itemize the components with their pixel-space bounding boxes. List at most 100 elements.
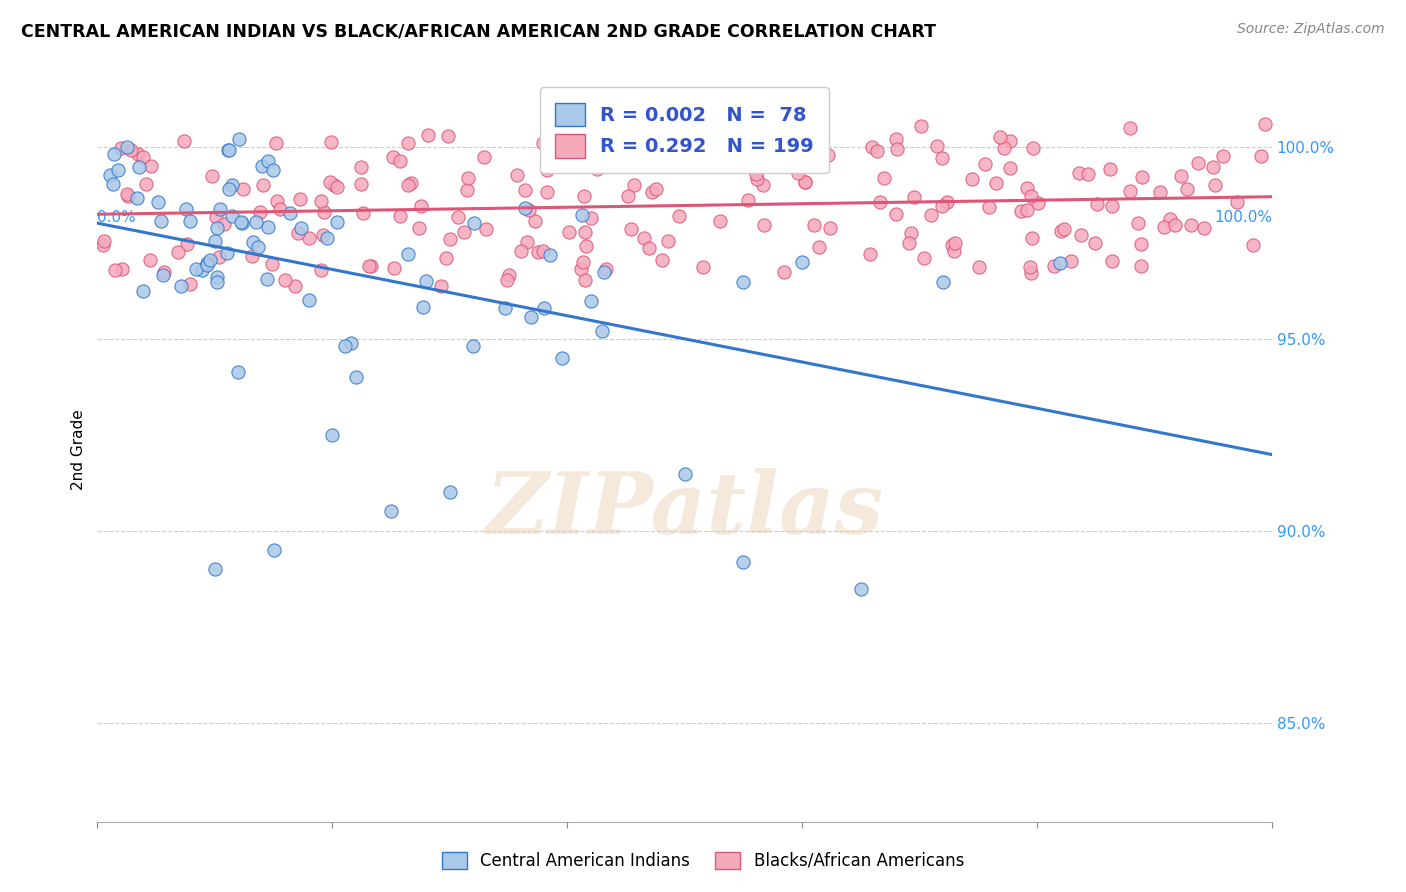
Point [591, 324, 613, 338]
Point [380, 504, 402, 518]
Point [245, 215, 267, 229]
Point [1084, 236, 1107, 251]
Point [571, 130, 593, 145]
Point [869, 195, 891, 210]
Point [204, 235, 226, 249]
Point [260, 257, 283, 271]
Point [127, 147, 149, 161]
Text: 0.0%: 0.0% [97, 210, 136, 225]
Point [352, 206, 374, 220]
Point [595, 261, 617, 276]
Point [1118, 184, 1140, 198]
Point [1192, 221, 1215, 235]
Point [298, 231, 321, 245]
Point [682, 128, 704, 142]
Point [516, 235, 538, 249]
Point [217, 246, 239, 260]
Point [101, 177, 124, 191]
Point [496, 272, 519, 286]
Point [523, 214, 546, 228]
Point [208, 250, 231, 264]
Point [579, 293, 602, 308]
Point [266, 194, 288, 208]
Point [408, 221, 430, 235]
Point [1049, 224, 1071, 238]
Point [152, 268, 174, 282]
Point [1017, 202, 1039, 217]
Point [409, 198, 432, 212]
Point [256, 271, 278, 285]
Point [974, 157, 997, 171]
Point [439, 232, 461, 246]
Point [1130, 169, 1153, 184]
Point [1022, 141, 1045, 155]
Point [184, 261, 207, 276]
Point [572, 188, 595, 202]
Point [104, 262, 127, 277]
Point [818, 220, 841, 235]
Point [463, 216, 485, 230]
Point [1202, 160, 1225, 174]
Point [398, 136, 420, 150]
Point [326, 179, 349, 194]
Point [641, 185, 664, 199]
Point [333, 339, 356, 353]
Point [645, 182, 668, 196]
Point [571, 124, 593, 138]
Point [340, 335, 363, 350]
Point [520, 310, 543, 325]
Point [931, 199, 953, 213]
Point [141, 159, 163, 173]
Text: ZIPatlas: ZIPatlas [485, 467, 884, 551]
Point [1077, 167, 1099, 181]
Point [1101, 253, 1123, 268]
Point [1010, 204, 1032, 219]
Point [93, 237, 115, 252]
Point [1026, 195, 1049, 210]
Point [623, 178, 645, 193]
Point [494, 301, 516, 315]
Point [900, 227, 922, 241]
Point [505, 169, 527, 183]
Point [135, 177, 157, 191]
Point [1099, 162, 1122, 177]
Point [284, 278, 307, 293]
Point [526, 244, 548, 259]
Point [360, 260, 382, 274]
Point [1049, 256, 1071, 270]
Point [120, 143, 142, 157]
Point [316, 231, 339, 245]
Point [228, 132, 250, 146]
Point [412, 300, 434, 314]
Point [288, 192, 311, 206]
Point [357, 259, 380, 273]
Point [1180, 218, 1202, 232]
Point [256, 154, 278, 169]
Point [312, 227, 335, 242]
Point [1170, 169, 1192, 183]
Point [179, 277, 201, 291]
Point [886, 132, 908, 146]
Point [399, 176, 422, 190]
Point [179, 213, 201, 227]
Point [218, 143, 240, 157]
Point [153, 265, 176, 279]
Point [574, 226, 596, 240]
Point [673, 467, 696, 481]
Point [298, 293, 321, 307]
Point [866, 144, 889, 158]
Point [998, 134, 1021, 148]
Point [344, 370, 367, 384]
Legend: R = 0.002   N =  78, R = 0.292   N = 199: R = 0.002 N = 78, R = 0.292 N = 199 [540, 87, 830, 174]
Point [572, 255, 595, 269]
Point [630, 132, 652, 146]
Point [1101, 199, 1123, 213]
Point [531, 244, 554, 258]
Point [517, 202, 540, 217]
Point [920, 208, 942, 222]
Point [132, 284, 155, 298]
Point [321, 427, 343, 442]
Point [382, 260, 405, 275]
Point [859, 247, 882, 261]
Point [576, 142, 599, 156]
